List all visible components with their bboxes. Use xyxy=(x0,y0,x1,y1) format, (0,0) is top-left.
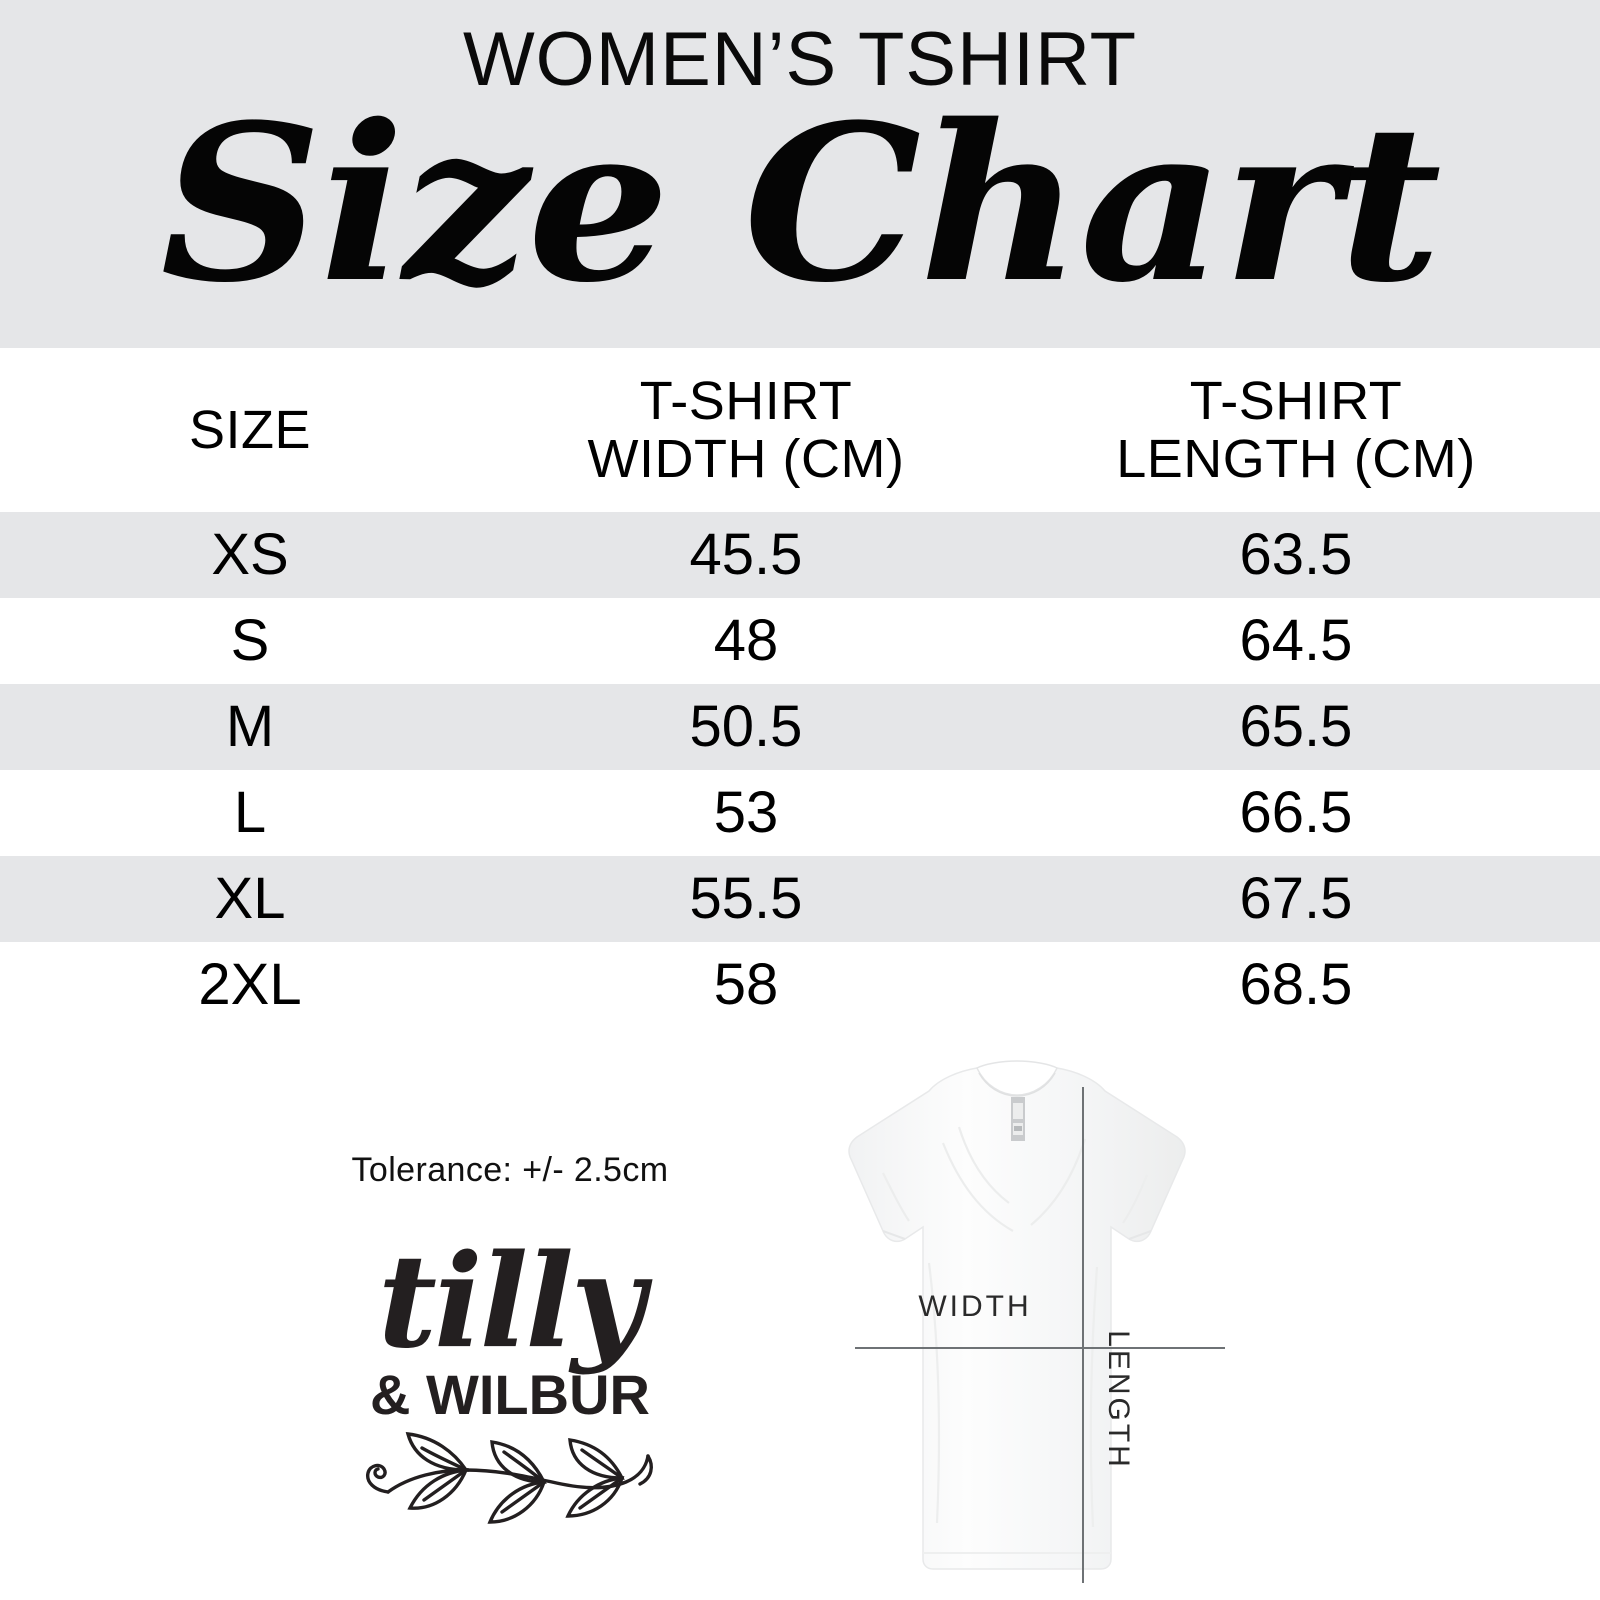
logo-sub-name: & WILBUR xyxy=(370,1363,650,1426)
table-header-row: SIZE T-SHIRT WIDTH (CM) T-SHIRT LENGTH (… xyxy=(0,348,1600,512)
cell-length: 67.5 xyxy=(1239,865,1353,931)
cell-length: 63.5 xyxy=(1239,521,1353,587)
cell-length: 64.5 xyxy=(1239,607,1353,673)
cell-width: 50.5 xyxy=(689,693,803,759)
neck-label-icon xyxy=(1011,1097,1025,1141)
column-header-length-line1: T-SHIRT xyxy=(1189,370,1403,431)
size-chart-table: SIZE T-SHIRT WIDTH (CM) T-SHIRT LENGTH (… xyxy=(0,348,1600,1028)
brand-logo: tilly & WILBUR xyxy=(330,1238,690,1568)
column-header-length: T-SHIRT LENGTH (CM) xyxy=(992,372,1600,489)
column-header-size: SIZE xyxy=(0,401,500,459)
tshirt-diagram: WIDTH LENGTH xyxy=(733,1053,1293,1600)
column-header-length-line2: LENGTH (CM) xyxy=(1116,429,1476,489)
cell-length: 65.5 xyxy=(1239,693,1353,759)
cell-size: M xyxy=(225,693,275,759)
tolerance-note: Tolerance: +/- 2.5cm xyxy=(351,1151,669,1189)
logo-script-name: tilly xyxy=(377,1227,645,1377)
header-banner: WOMEN’S TSHIRT Size Chart xyxy=(0,0,1600,348)
cell-width: 53 xyxy=(713,779,779,845)
column-header-width: T-SHIRT WIDTH (CM) xyxy=(500,372,992,489)
cell-width: 58 xyxy=(713,951,779,1017)
page-title: Size Chart xyxy=(160,77,1441,330)
table-row: XL 55.5 67.5 xyxy=(0,856,1600,942)
cell-width: 45.5 xyxy=(689,521,803,587)
page-eyebrow-title: WOMEN’S TSHIRT xyxy=(462,17,1138,102)
length-label: LENGTH xyxy=(1102,1330,1135,1470)
measurement-guides xyxy=(855,1087,1225,1583)
cell-length: 68.5 xyxy=(1239,951,1353,1017)
cell-size: L xyxy=(233,779,267,845)
column-header-width-line2: WIDTH (CM) xyxy=(587,429,905,489)
tshirt-illustration xyxy=(848,1060,1225,1583)
cell-width: 55.5 xyxy=(689,865,803,931)
table-row: M 50.5 65.5 xyxy=(0,684,1600,770)
width-label: WIDTH xyxy=(918,1290,1032,1323)
tshirt-body xyxy=(848,1060,1186,1570)
leaf-branch-icon xyxy=(366,1432,653,1524)
cell-size: XL xyxy=(214,865,286,931)
table-row: 2XL 58 68.5 xyxy=(0,942,1600,1028)
cell-length: 66.5 xyxy=(1239,779,1353,845)
cell-width: 48 xyxy=(713,607,779,673)
table-row: S 48 64.5 xyxy=(0,598,1600,684)
column-header-size-line1: SIZE xyxy=(188,399,312,460)
cell-size: XS xyxy=(211,521,289,587)
cell-size: S xyxy=(230,607,270,673)
cell-size: 2XL xyxy=(198,951,302,1017)
table-row: L 53 66.5 xyxy=(0,770,1600,856)
table-row: XS 45.5 63.5 xyxy=(0,512,1600,598)
column-header-width-line1: T-SHIRT xyxy=(639,370,853,431)
